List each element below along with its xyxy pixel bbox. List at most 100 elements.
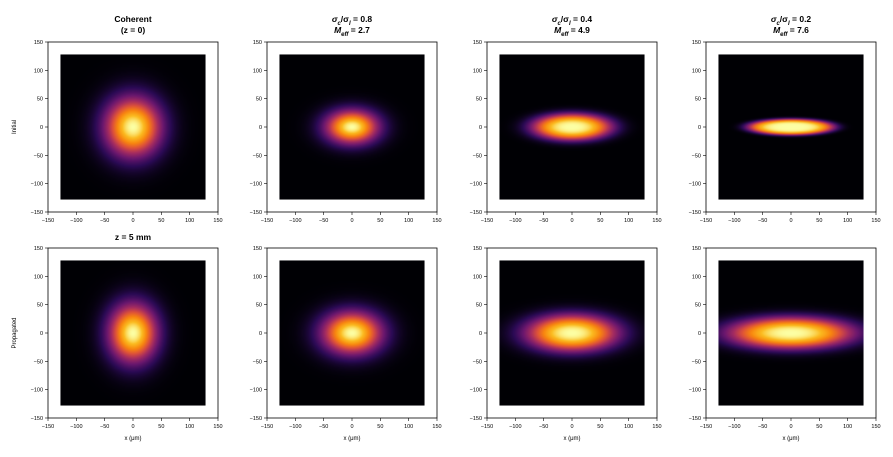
y-tick-label: 100	[473, 274, 482, 280]
y-tick-label: −100	[689, 388, 701, 394]
y-tick-label: −50	[473, 359, 482, 365]
beam-intensity-map	[718, 260, 864, 406]
x-tick-label: 50	[377, 218, 383, 224]
x-tick-label: −150	[42, 218, 54, 224]
y-tick-label: 0	[40, 331, 43, 337]
beam-intensity-map	[718, 54, 864, 200]
x-tick-label: −50	[100, 218, 109, 224]
x-tick-label: −150	[700, 218, 712, 224]
y-tick-label: 100	[692, 274, 701, 280]
y-tick-label: 50	[37, 97, 43, 103]
y-tick-label: −50	[692, 153, 701, 159]
x-tick-label: 50	[597, 424, 603, 430]
x-tick-label: 100	[624, 218, 633, 224]
x-tick-label: 100	[624, 424, 633, 430]
x-tick-label: 100	[185, 218, 194, 224]
y-tick-label: 100	[34, 68, 43, 74]
y-tick-label: 0	[698, 125, 701, 131]
x-tick-label: 150	[432, 424, 441, 430]
y-tick-label: −50	[692, 359, 701, 365]
y-tick-label: −100	[31, 182, 43, 188]
x-tick-label: 0	[131, 218, 134, 224]
beam-intensity-map	[279, 54, 425, 200]
beam-intensity-map	[60, 260, 206, 406]
y-tick-label: −150	[689, 210, 701, 216]
x-tick-label: 100	[404, 218, 413, 224]
y-tick-label: 50	[695, 97, 701, 103]
y-tick-label: 100	[253, 68, 262, 74]
x-axis-label: x (μm)	[563, 436, 580, 442]
x-tick-label: 0	[131, 424, 134, 430]
row-label: Initial	[12, 120, 18, 134]
panel-title-line2: Meff = 4.9	[554, 25, 590, 38]
x-tick-label: 50	[158, 424, 164, 430]
x-tick-label: −50	[100, 424, 109, 430]
beam-intensity-map	[279, 260, 425, 406]
x-tick-label: −150	[261, 424, 273, 430]
y-tick-label: −150	[250, 416, 262, 422]
y-tick-label: 150	[253, 40, 262, 46]
x-tick-label: 0	[570, 218, 573, 224]
x-tick-label: −50	[319, 218, 328, 224]
panel-title-line1: σc/σI = 0.2	[771, 14, 812, 27]
x-tick-label: 150	[432, 218, 441, 224]
x-tick-label: 150	[652, 424, 661, 430]
beam-intensity-map	[499, 260, 645, 406]
y-tick-label: 0	[40, 125, 43, 131]
y-tick-label: 50	[37, 303, 43, 309]
x-tick-label: −50	[539, 424, 548, 430]
x-tick-label: −150	[261, 218, 273, 224]
y-tick-label: 50	[476, 97, 482, 103]
panel-title-line2: (z = 0)	[121, 25, 145, 35]
x-tick-label: −100	[509, 424, 521, 430]
row-label: Propagated	[12, 317, 18, 348]
x-tick-label: −150	[700, 424, 712, 430]
y-tick-label: −100	[250, 182, 262, 188]
panel-title-line1: σc/σI = 0.4	[552, 14, 593, 27]
x-tick-label: 100	[843, 218, 852, 224]
panel-title-line2: Meff = 2.7	[334, 25, 370, 38]
y-tick-label: 100	[692, 68, 701, 74]
y-tick-label: −50	[34, 359, 43, 365]
panel-propagated-3: −150 −150 −100 −100 −50 −50 0 0 50 50 100 100 150 150…	[470, 246, 662, 442]
y-tick-label: −150	[31, 416, 43, 422]
y-tick-label: −150	[250, 210, 262, 216]
x-tick-label: 0	[350, 424, 353, 430]
y-tick-label: −100	[31, 388, 43, 394]
x-tick-label: 50	[816, 424, 822, 430]
x-tick-label: −150	[481, 218, 493, 224]
y-tick-label: −50	[473, 153, 482, 159]
y-tick-label: 50	[256, 303, 262, 309]
x-tick-label: −100	[728, 424, 740, 430]
x-tick-label: 50	[377, 424, 383, 430]
y-tick-label: 50	[476, 303, 482, 309]
x-tick-label: 50	[816, 218, 822, 224]
y-tick-label: 150	[34, 246, 43, 252]
y-tick-label: 0	[259, 331, 262, 337]
y-tick-label: −100	[689, 182, 701, 188]
y-tick-label: 0	[698, 331, 701, 337]
x-tick-label: 50	[158, 218, 164, 224]
y-tick-label: 0	[259, 125, 262, 131]
beam-intensity-map	[499, 54, 645, 200]
y-tick-label: 0	[479, 125, 482, 131]
x-tick-label: 0	[789, 424, 792, 430]
x-tick-label: −150	[481, 424, 493, 430]
x-tick-label: 150	[213, 424, 222, 430]
x-tick-label: 0	[570, 424, 573, 430]
beam-intensity-map	[60, 54, 206, 200]
y-tick-label: 150	[473, 40, 482, 46]
propagated-title: z = 5 mm	[115, 232, 152, 242]
panel-title-line1: σc/σI = 0.8	[332, 14, 373, 27]
y-tick-label: 150	[692, 40, 701, 46]
y-tick-label: 50	[695, 303, 701, 309]
x-tick-label: −50	[539, 218, 548, 224]
panel-initial-3: −150 −150 −100 −100 −50 −50 0 0 50 50 100 100 150 150	[470, 40, 662, 224]
x-tick-label: −50	[758, 424, 767, 430]
y-tick-label: −150	[689, 416, 701, 422]
x-tick-label: −150	[42, 424, 54, 430]
y-tick-label: −150	[470, 210, 482, 216]
x-tick-label: −50	[758, 218, 767, 224]
panel-propagated-1: −150 −150 −100 −100 −50 −50 0 0 50 50 100 100 150 150…	[12, 246, 223, 442]
